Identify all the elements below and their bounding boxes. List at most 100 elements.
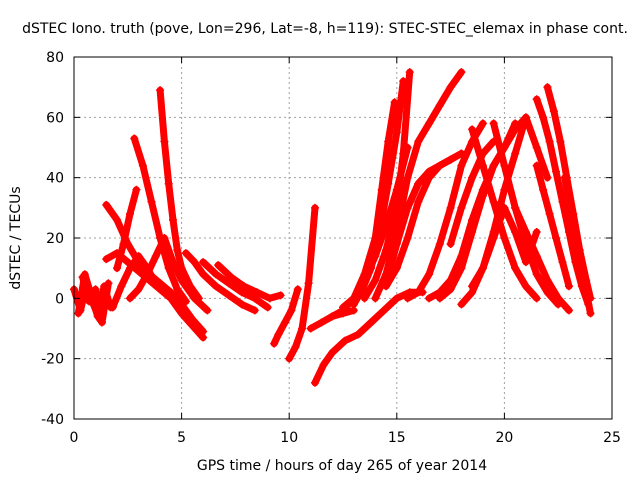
data-point: [371, 294, 380, 303]
data-point: [379, 306, 388, 315]
series-trace: [311, 288, 427, 387]
y-tick-label: -20: [41, 352, 64, 368]
data-point: [280, 318, 289, 327]
data-point: [212, 282, 221, 291]
data-point: [287, 306, 296, 315]
data-point: [382, 221, 391, 230]
data-point: [311, 203, 320, 212]
data-point: [138, 161, 147, 170]
data-point: [521, 282, 530, 291]
data-point: [435, 294, 444, 303]
data-point: [212, 270, 221, 279]
series-30: [532, 95, 593, 309]
data-point: [457, 68, 466, 77]
data-point: [414, 137, 423, 146]
y-tick-label: 0: [55, 291, 64, 307]
data-point: [199, 258, 208, 267]
data-point: [435, 240, 444, 249]
data-point: [74, 309, 83, 318]
data-point: [240, 282, 249, 291]
data-point: [151, 252, 160, 261]
data-point: [543, 288, 552, 297]
data-point: [435, 101, 444, 110]
data-point: [446, 83, 455, 92]
data-point: [478, 119, 487, 128]
x-tick-label: 20: [495, 430, 513, 446]
x-tick-label: 15: [388, 430, 406, 446]
data-point: [539, 185, 548, 194]
data-point: [102, 255, 111, 264]
data-point: [457, 203, 466, 212]
data-point: [489, 161, 498, 170]
series-trace: [468, 113, 551, 290]
y-axis-label: dSTEC / TECUs: [8, 186, 24, 289]
data-point: [371, 252, 380, 261]
data-point: [468, 125, 477, 134]
data-point: [549, 107, 558, 116]
data-point: [224, 291, 233, 300]
series-14: [270, 285, 302, 348]
data-series: [70, 68, 595, 387]
series-trace: [361, 68, 414, 302]
series-trace: [156, 86, 203, 302]
data-point: [457, 161, 466, 170]
data-point: [500, 161, 509, 170]
data-point: [521, 113, 530, 122]
data-point: [384, 137, 393, 146]
x-axis-label: GPS time / hours of day 265 of year 2014: [197, 458, 487, 474]
y-tick-label: -40: [41, 412, 64, 428]
data-point: [125, 264, 134, 273]
data-point: [113, 215, 122, 224]
data-point: [414, 288, 423, 297]
data-point: [181, 249, 190, 258]
data-point: [91, 285, 100, 294]
data-point: [403, 294, 412, 303]
data-point: [108, 303, 117, 312]
series-32: [532, 161, 573, 291]
series-trace: [199, 258, 272, 311]
data-point: [532, 227, 541, 236]
series-trace: [328, 144, 412, 320]
data-point: [446, 285, 455, 294]
data-point: [446, 155, 455, 164]
data-point: [392, 185, 401, 194]
series-25: [403, 119, 487, 303]
series-33: [560, 173, 595, 318]
data-point: [237, 288, 246, 297]
series-trace: [113, 186, 140, 272]
data-point: [552, 234, 561, 242]
data-point: [134, 252, 143, 261]
data-point: [199, 270, 208, 279]
data-point: [539, 113, 548, 122]
data-point: [237, 300, 246, 309]
data-point: [177, 309, 186, 318]
data-point: [349, 294, 358, 303]
data-point: [224, 279, 233, 288]
data-point: [521, 258, 530, 267]
data-point: [554, 294, 563, 303]
data-point: [304, 279, 313, 288]
series-23: [328, 143, 412, 321]
data-point: [545, 209, 554, 218]
series-15: [285, 203, 320, 363]
data-point: [250, 294, 259, 303]
data-point: [403, 203, 412, 212]
data-point: [403, 173, 412, 182]
data-point: [392, 128, 401, 137]
series-trace: [511, 204, 573, 314]
data-point: [78, 273, 87, 282]
data-point: [328, 312, 337, 321]
data-point: [306, 324, 315, 333]
data-point: [328, 348, 337, 357]
data-point: [97, 318, 106, 327]
data-point: [580, 276, 589, 285]
data-point: [564, 306, 573, 315]
data-point: [511, 149, 520, 158]
data-point: [147, 197, 156, 206]
data-point: [457, 264, 466, 273]
data-point: [371, 276, 380, 285]
data-point: [403, 234, 412, 242]
data-point: [558, 258, 567, 267]
data-point: [478, 191, 487, 200]
data-point: [132, 185, 141, 194]
